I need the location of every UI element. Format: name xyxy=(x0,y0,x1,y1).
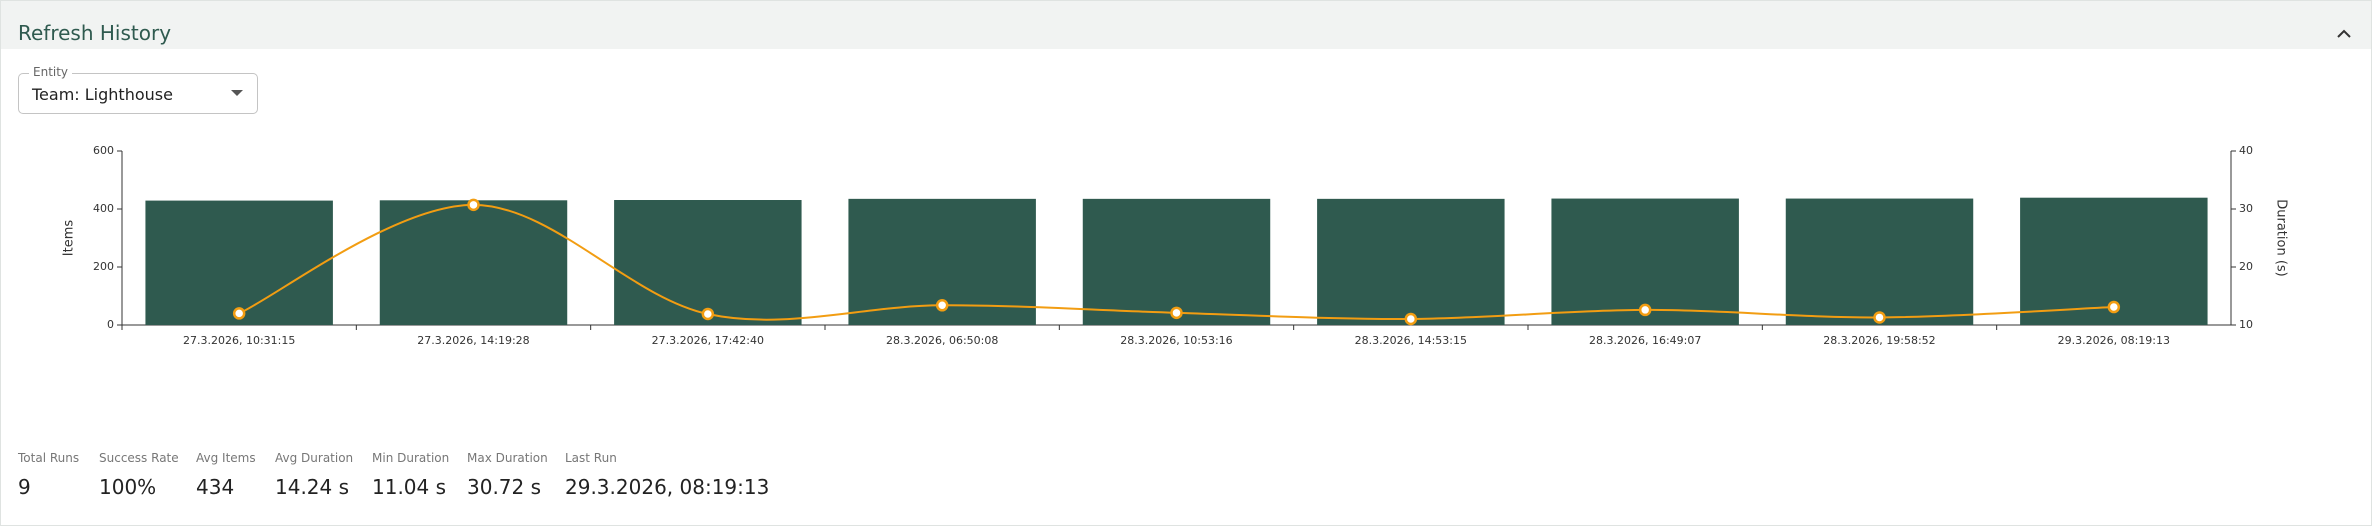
stat: Max Duration 30.72 s xyxy=(467,451,548,499)
stat: Total Runs 9 xyxy=(18,451,79,499)
bar xyxy=(1082,198,1271,325)
x-tick-label: 27.3.2026, 17:42:40 xyxy=(652,334,764,347)
x-tick-label: 28.3.2026, 10:53:16 xyxy=(1120,334,1232,347)
panel-title: Refresh History xyxy=(18,21,172,45)
point xyxy=(701,307,715,321)
x-tick-label: 28.3.2026, 19:58:52 xyxy=(1823,334,1935,347)
stat-value: 11.04 s xyxy=(372,475,447,499)
point xyxy=(1873,311,1886,324)
point xyxy=(467,198,480,212)
stat-value: 14.24 s xyxy=(275,475,350,499)
bar xyxy=(1785,198,1974,325)
stat-value: 9 xyxy=(18,475,31,499)
stat-label: Min Duration xyxy=(372,451,450,465)
y2-axis-title: Duration (s) xyxy=(2274,199,2289,277)
stat-label: Success Rate xyxy=(99,451,179,465)
bar xyxy=(1317,198,1505,325)
dropdown-arrow xyxy=(231,90,243,96)
point xyxy=(1170,306,1183,320)
stat-value: 100% xyxy=(99,475,157,499)
select-label: Entity xyxy=(29,65,73,79)
x-tick-label: 28.3.2026, 06:50:08 xyxy=(886,334,998,347)
x-tick-label: 29.3.2026, 08:19:13 xyxy=(2058,334,2170,347)
point xyxy=(935,299,949,312)
stat-label: Avg Duration xyxy=(275,451,354,465)
y-tick-label: 0 xyxy=(107,318,114,331)
point xyxy=(232,307,246,320)
stat-value: 29.3.2026, 08:19:13 xyxy=(565,475,770,499)
panel-header[interactable]: Refresh History xyxy=(1,1,2371,49)
stat-label: Last Run xyxy=(565,451,617,465)
stat-value: 434 xyxy=(196,475,235,499)
point xyxy=(1638,303,1652,317)
stat-label: Max Duration xyxy=(467,451,548,465)
stat-value: 30.72 s xyxy=(467,475,542,499)
stat-label: Total Runs xyxy=(18,451,80,465)
stat: Last Run 29.3.2026, 08:19:13 xyxy=(565,451,769,499)
y2-tick-label: 20 xyxy=(2239,260,2253,273)
stat: Avg Duration 14.24 s xyxy=(275,451,353,499)
x-tick-label: 28.3.2026, 16:49:07 xyxy=(1589,334,1701,347)
bar xyxy=(145,200,333,325)
stat: Success Rate 100% xyxy=(99,451,179,499)
x-tick-label: 27.3.2026, 14:19:28 xyxy=(417,334,529,347)
y-tick-label: 200 xyxy=(93,260,114,273)
x-tick-label: 28.3.2026, 14:53:15 xyxy=(1355,334,1467,347)
collapse-icon[interactable] xyxy=(2334,27,2354,39)
y2-tick-label: 40 xyxy=(2239,144,2253,157)
y2-tick-label: 10 xyxy=(2239,318,2253,331)
y2-tick-label: 30 xyxy=(2239,202,2253,215)
select-value: Team: Lighthouse xyxy=(32,85,173,104)
entity-select[interactable]: Entity Team: Lighthouse xyxy=(18,65,258,114)
point xyxy=(1404,312,1418,326)
stat-label: Avg Items xyxy=(196,451,256,465)
y-axis-title: Items xyxy=(62,220,77,257)
stat: Avg Items 434 xyxy=(196,451,256,499)
point xyxy=(2107,300,2121,314)
y-tick-label: 600 xyxy=(93,144,114,157)
stat: Min Duration 11.04 s xyxy=(372,451,449,499)
chart: 0 200 400 600 10 20 30 40 Items Duration (s) 27.3.… xyxy=(62,144,2289,347)
x-tick-label: 27.3.2026, 10:31:15 xyxy=(183,334,295,347)
bar xyxy=(614,200,802,325)
y-tick-label: 400 xyxy=(93,202,114,215)
